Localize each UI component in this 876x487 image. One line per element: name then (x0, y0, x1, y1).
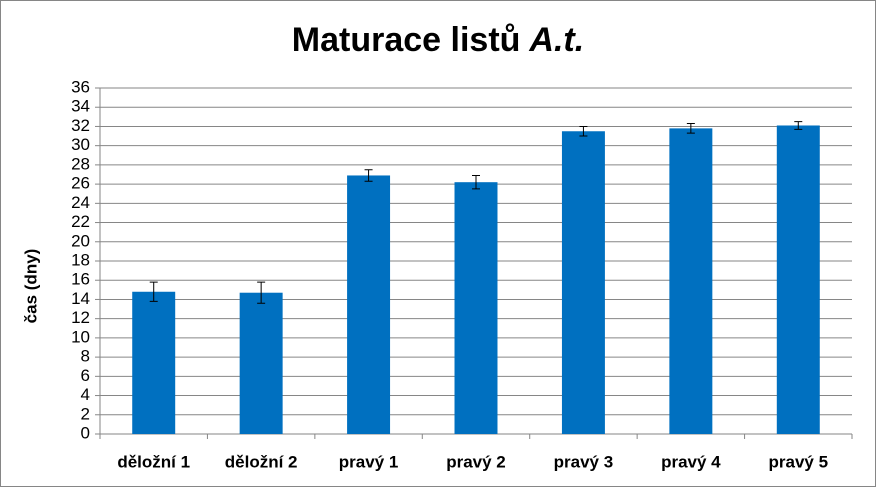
y-tick-label: 4 (81, 385, 90, 404)
y-tick-label: 34 (71, 97, 90, 116)
bar (454, 182, 498, 434)
y-tick-label: 22 (71, 212, 90, 231)
error-bar (257, 281, 266, 304)
x-tick-label: pravý 4 (661, 452, 721, 471)
y-tick-label: 36 (71, 77, 90, 96)
bar (669, 128, 713, 434)
x-tick-label: pravý 3 (554, 452, 614, 471)
bar (776, 125, 820, 434)
error-bar (149, 281, 158, 302)
y-tick-label: 20 (71, 231, 90, 250)
y-tick-label: 8 (81, 347, 90, 366)
error-bar (579, 125, 588, 137)
bar (347, 175, 391, 434)
y-tick-label: 14 (71, 289, 90, 308)
bar (561, 131, 605, 434)
y-tick-label: 26 (71, 174, 90, 193)
error-bar (472, 174, 480, 190)
y-tick-label: 32 (71, 116, 90, 135)
y-tick-label: 16 (71, 270, 90, 289)
bar (132, 291, 176, 434)
x-tick-label: pravý 1 (339, 452, 399, 471)
chart-title: Maturace listů A.t. (292, 21, 584, 59)
y-tick-label: 28 (71, 154, 90, 173)
error-bar (794, 121, 803, 130)
x-tick-label: pravý 5 (769, 452, 829, 471)
title-italic: A.t. (528, 21, 584, 59)
y-tick-label: 2 (81, 404, 90, 423)
y-tick-label: 6 (81, 366, 90, 385)
title-text: Maturace listů (292, 21, 521, 59)
y-axis-title: čas (dny) (21, 249, 40, 324)
y-tick-label: 12 (71, 308, 90, 327)
bar (239, 292, 283, 434)
x-tick-label: děložní 1 (117, 452, 190, 471)
y-tick-label: 24 (71, 193, 90, 212)
y-tick-label: 0 (81, 423, 90, 442)
x-tick-label: děložní 2 (225, 452, 298, 471)
error-bar (686, 123, 695, 134)
x-tick-label: pravý 2 (446, 452, 506, 471)
y-tick-label: 18 (71, 250, 90, 269)
y-tick-label: 30 (71, 135, 90, 154)
y-tick-label: 10 (71, 327, 90, 346)
error-bar (364, 169, 373, 182)
